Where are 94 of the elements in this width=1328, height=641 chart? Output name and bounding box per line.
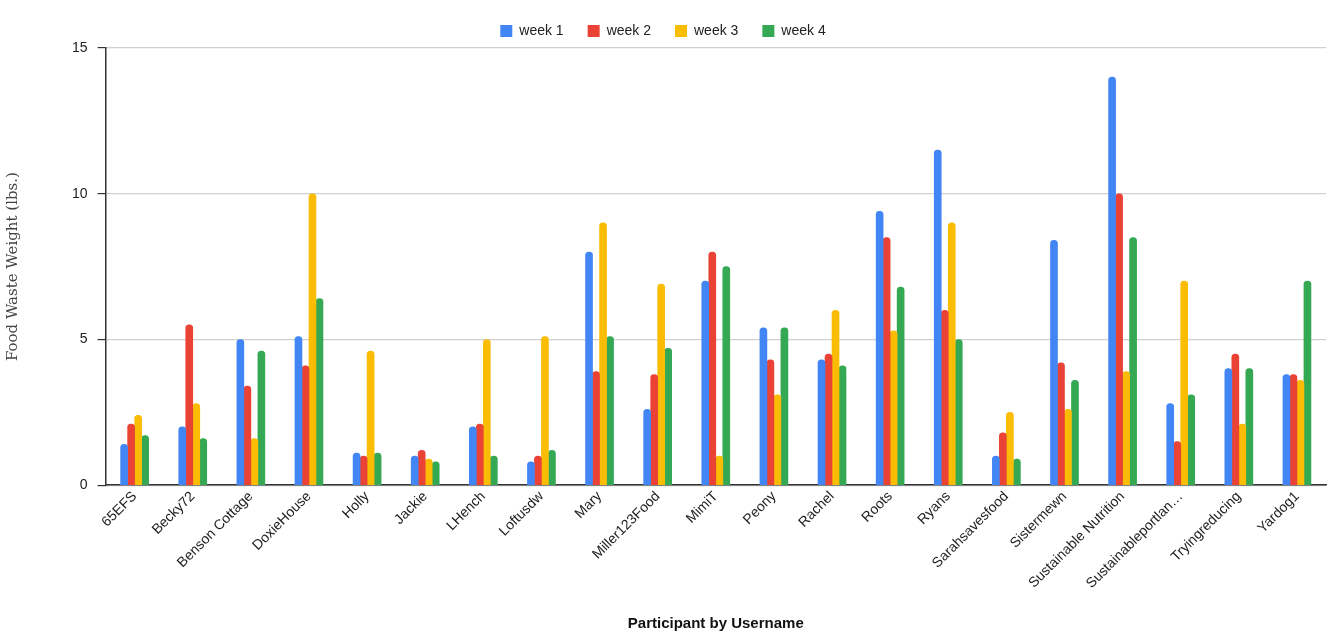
- bar: [999, 432, 1007, 485]
- bar: [896, 286, 905, 485]
- bar: [773, 394, 782, 485]
- bar: [359, 455, 368, 485]
- bar: [141, 435, 149, 485]
- bar: [780, 327, 789, 485]
- bar: [1180, 280, 1189, 485]
- bar: [701, 280, 710, 485]
- bar: [178, 426, 187, 485]
- bar: [947, 222, 956, 485]
- bar: [1108, 76, 1116, 485]
- bar: [1166, 403, 1175, 485]
- bar: [1231, 353, 1240, 485]
- bar: [250, 438, 259, 485]
- bar: [1245, 368, 1254, 485]
- bar: [650, 374, 658, 485]
- bar: [301, 365, 310, 485]
- bar: [1122, 371, 1130, 485]
- bar: [541, 336, 549, 485]
- bar: [1238, 423, 1247, 485]
- bar: [185, 324, 194, 485]
- bar: [759, 327, 768, 485]
- bar: [599, 222, 607, 485]
- bar: [199, 438, 208, 485]
- bar: [708, 251, 717, 485]
- bar: [1289, 374, 1298, 485]
- legend-label: week 1: [518, 21, 564, 38]
- bar: [824, 353, 833, 485]
- bar: [643, 409, 651, 485]
- bar: [192, 403, 201, 485]
- bar: [585, 251, 593, 485]
- bar: [1296, 379, 1305, 485]
- bar: [1071, 379, 1079, 485]
- bar: [1013, 458, 1021, 485]
- bar: [308, 193, 317, 485]
- bar: [838, 365, 847, 485]
- bar: [722, 266, 731, 485]
- bar: [1057, 362, 1065, 485]
- bar: [352, 452, 361, 485]
- bar: [294, 336, 303, 485]
- bar: [468, 426, 477, 485]
- bar: [424, 458, 433, 485]
- x-axis-title: Participant by Username: [627, 614, 804, 632]
- bar: [1129, 237, 1137, 485]
- bar: [1187, 394, 1196, 485]
- bar: [875, 210, 884, 485]
- bar: [817, 359, 826, 485]
- bar: [534, 455, 542, 485]
- bar: [657, 283, 665, 485]
- y-axis-title: Food Waste Weight (lbs.): [2, 172, 21, 362]
- bar: [1050, 240, 1058, 485]
- bar: [134, 414, 142, 485]
- bar: [940, 310, 949, 485]
- bar: [431, 461, 440, 485]
- bar: [417, 449, 426, 485]
- bar: [1224, 368, 1233, 485]
- legend-label: week 2: [605, 21, 652, 38]
- bar: [1282, 374, 1291, 485]
- bar: [475, 423, 484, 485]
- bar: [715, 455, 724, 485]
- y-tick-label: 0: [79, 476, 88, 493]
- bar: [1064, 409, 1072, 485]
- bar: [766, 359, 775, 485]
- y-tick-label: 5: [79, 330, 88, 347]
- bar: [127, 423, 135, 485]
- bar: [489, 455, 498, 485]
- legend-label: week 3: [693, 21, 739, 38]
- bar: [592, 371, 600, 485]
- bar: [882, 237, 891, 485]
- bar: [1115, 193, 1123, 485]
- bar: [236, 339, 245, 485]
- bar: [243, 385, 252, 485]
- y-tick-label: 15: [71, 38, 88, 55]
- bar: [410, 455, 419, 485]
- bar: [527, 461, 535, 485]
- bar: [831, 310, 840, 485]
- legend-label: week 4: [780, 21, 826, 38]
- bar: [606, 336, 614, 485]
- bar: [664, 347, 672, 485]
- bar: [548, 449, 556, 485]
- bar: [315, 298, 324, 485]
- bar: [889, 330, 898, 485]
- bar: [1006, 412, 1014, 485]
- bar: [366, 350, 375, 485]
- bar: [954, 339, 963, 485]
- bar: [373, 452, 382, 485]
- bar: [1303, 280, 1312, 485]
- bar: [257, 350, 266, 485]
- bar: [992, 455, 1000, 485]
- bar: [120, 444, 128, 485]
- bar: [482, 339, 491, 485]
- bar: [1173, 441, 1182, 485]
- bar: [933, 149, 942, 485]
- y-tick-label: 10: [71, 184, 88, 201]
